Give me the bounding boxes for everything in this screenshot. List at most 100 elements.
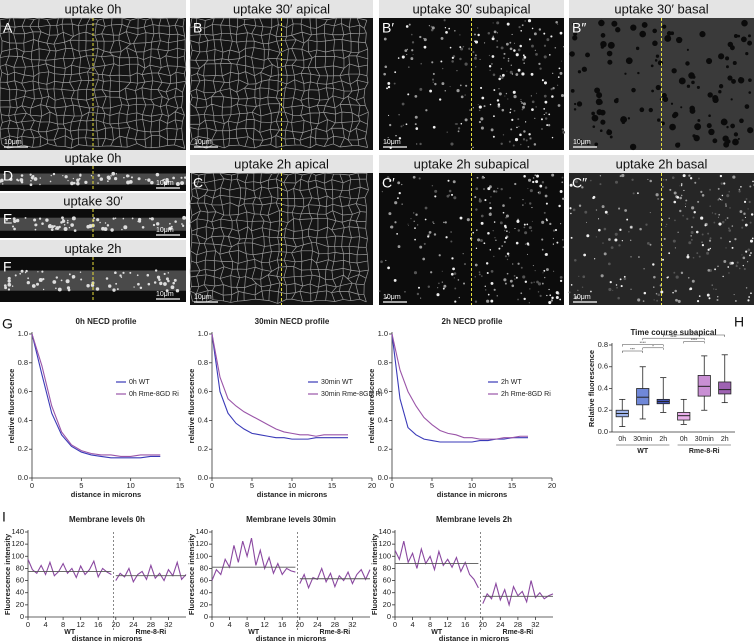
category-label: 30min: [695, 436, 714, 443]
panel-title: uptake 2h apical: [234, 156, 329, 171]
legend-label: 0h Rme-8GD Ri: [129, 391, 179, 398]
tissue-band: [0, 270, 186, 291]
scale-label: 10μm: [194, 139, 212, 146]
y-tick-label: 100: [195, 551, 208, 560]
vesicles: [574, 173, 754, 303]
panel-letter: F: [3, 259, 12, 275]
significance-label: ****: [691, 337, 698, 342]
vesicles: [378, 176, 564, 304]
panel-letter: C″: [572, 175, 587, 191]
x-tick-label: 10: [288, 481, 296, 490]
y-tick-label: 0.8: [598, 340, 608, 349]
y-axis-label: Fluorescence intensity: [3, 533, 12, 615]
x-axis-label: distance in microns: [256, 634, 326, 642]
x-tick-label: 15: [176, 481, 184, 490]
y-tick-label: 0.6: [198, 387, 208, 396]
x-tick-label: 4: [43, 620, 47, 629]
x-tick-label: 16: [94, 620, 102, 629]
y-tick-label: 60: [383, 576, 391, 585]
x-tick-label: 12: [260, 620, 268, 629]
significance-bracket: [622, 344, 664, 347]
panel-title: uptake 30′: [63, 193, 123, 208]
intensity-trace: [482, 580, 554, 608]
y-tick-label: 80: [200, 563, 208, 572]
y-tick-label: 1.0: [378, 329, 388, 338]
profile-line: [391, 333, 528, 440]
y-tick-label: 0: [20, 612, 24, 621]
y-tick-label: 120: [11, 539, 24, 548]
figure-letter: G: [2, 316, 13, 332]
x-tick-label: 15: [328, 481, 336, 490]
significance-bracket: [642, 337, 705, 341]
legend-label: 2h WT: [501, 379, 522, 386]
y-axis-label: relative fluorescence: [367, 369, 376, 444]
panel-title: uptake 2h: [64, 241, 121, 256]
y-tick-label: 0.6: [598, 362, 608, 371]
profile-line: [211, 333, 348, 440]
x-tick-label: 5: [250, 481, 254, 490]
x-axis-label: distance in microns: [439, 634, 509, 642]
profile-line: [31, 333, 161, 459]
chart-title: 2h NECD profile: [442, 317, 503, 326]
significance-label: ***: [630, 347, 635, 352]
y-tick-label: 80: [16, 563, 24, 572]
panel-title-bar: [569, 155, 754, 173]
panel-title-bar: [569, 0, 754, 18]
x-tick-label: 10: [468, 481, 476, 490]
x-tick-label: 0: [210, 620, 214, 629]
x-tick-label: 5: [79, 481, 83, 490]
y-tick-label: 120: [378, 539, 391, 548]
panel-letter: C: [193, 175, 203, 191]
x-axis-label: distance in microns: [257, 490, 327, 499]
panel-letter: B″: [572, 20, 586, 36]
x-tick-label: 8: [61, 620, 65, 629]
scale-label: 10μm: [156, 180, 174, 187]
y-tick-label: 0.4: [598, 383, 608, 392]
box: [697, 375, 711, 397]
x-tick-label: 4: [227, 620, 231, 629]
category-label: 2h: [659, 436, 667, 443]
panel-title-bar: [0, 240, 186, 257]
y-axis-label: Fluorescence intensity: [370, 533, 379, 615]
x-axis-label: distance in microns: [71, 490, 141, 499]
cell-outlines: [189, 17, 369, 149]
category-label: 0h: [680, 436, 688, 443]
y-tick-label: 0: [204, 612, 208, 621]
x-tick-label: 12: [76, 620, 84, 629]
chart-title: 30min NECD profile: [255, 317, 330, 326]
x-tick-label: 20: [296, 620, 304, 629]
x-tick-label: 0: [30, 481, 34, 490]
panel-title: uptake 30′ subapical: [412, 1, 530, 16]
y-tick-label: 20: [200, 600, 208, 609]
group-label: Rme-8-Ri: [136, 629, 167, 636]
y-tick-label: 140: [378, 527, 391, 536]
x-tick-label: 10: [126, 481, 134, 490]
x-tick-label: 0: [26, 620, 30, 629]
chart-title: Time course subapical: [630, 328, 716, 337]
x-tick-label: 20: [479, 620, 487, 629]
scale-label: 10μm: [156, 291, 174, 298]
x-tick-label: 4: [410, 620, 414, 629]
panel-title: uptake 30′ apical: [233, 1, 330, 16]
legend-label: 2h Rme-8GD Ri: [501, 391, 551, 398]
x-tick-label: 32: [531, 620, 539, 629]
y-tick-label: 20: [16, 600, 24, 609]
significance-bracket: [622, 350, 643, 353]
significance-bracket: [663, 334, 725, 337]
y-tick-label: 0: [387, 612, 391, 621]
chart-title: 0h NECD profile: [76, 317, 137, 326]
significance-bracket: [642, 347, 664, 350]
y-tick-label: 0.0: [598, 427, 608, 436]
scale-label: 10μm: [573, 294, 591, 301]
significance-label: *: [652, 343, 654, 348]
x-tick-label: 32: [348, 620, 356, 629]
vesicles: [385, 173, 565, 303]
legend-label: 30min WT: [321, 379, 354, 386]
y-tick-label: 40: [200, 588, 208, 597]
group-label: Rme-8-Ri: [689, 448, 720, 455]
intensity-trace: [394, 540, 479, 589]
speckles: [5, 215, 187, 232]
panel-title-bar: [379, 0, 564, 18]
group-label: Rme-8-Ri: [320, 629, 351, 636]
